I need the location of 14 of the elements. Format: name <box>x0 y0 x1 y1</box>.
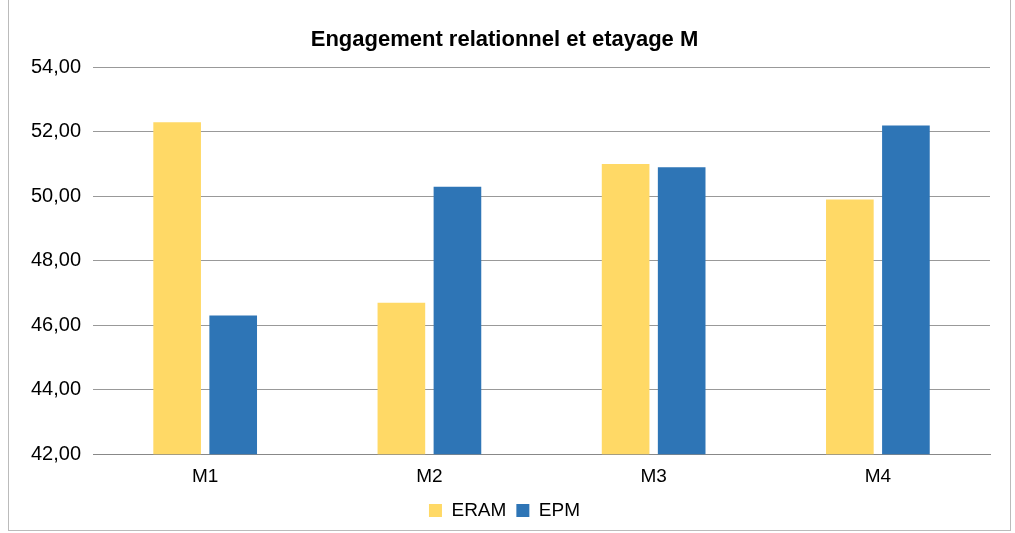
legend-label: ERAM <box>451 498 507 520</box>
y-tick-label: 42,00 <box>30 441 82 464</box>
chart-title: Engagement relationnel et etayage M <box>310 26 699 52</box>
y-tick-label: 50,00 <box>30 183 82 206</box>
y-tick-label: 48,00 <box>30 248 82 271</box>
legend-label: EPM <box>538 498 581 520</box>
x-tick-label: M2 <box>416 464 443 486</box>
y-tick-label: 54,00 <box>30 54 82 77</box>
y-tick-label: 52,00 <box>30 119 82 142</box>
y-tick-label: 46,00 <box>30 312 82 335</box>
x-tick-label: M1 <box>191 464 219 486</box>
y-tick-label: 44,00 <box>30 377 82 400</box>
x-tick-label: M4 <box>864 464 892 486</box>
x-tick-label: M3 <box>640 464 667 486</box>
